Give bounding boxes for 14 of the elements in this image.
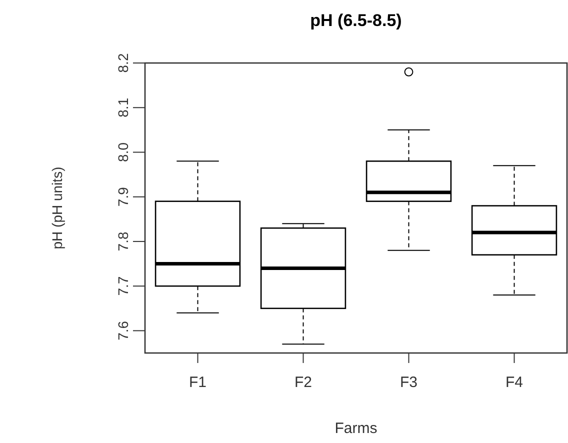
x-tick-label: F2 [294,374,312,391]
y-tick-label: 7.9 [115,186,131,207]
y-tick-label: 7.6 [115,320,131,340]
x-tick-label: F3 [400,374,418,391]
y-tick-label: 8.0 [115,142,131,162]
chart-title: pH (6.5-8.5) [310,11,402,30]
y-tick-label: 8.2 [115,53,131,73]
y-tick-label: 7.8 [115,232,131,252]
y-tick-label: 8.1 [115,98,131,118]
y-axis-title: pH (pH units) [49,166,65,250]
x-axis-title: Farms [334,420,378,437]
x-tick-label: F4 [505,374,524,391]
y-tick-label: 7.7 [115,276,131,296]
x-tick-label: F1 [188,374,207,391]
